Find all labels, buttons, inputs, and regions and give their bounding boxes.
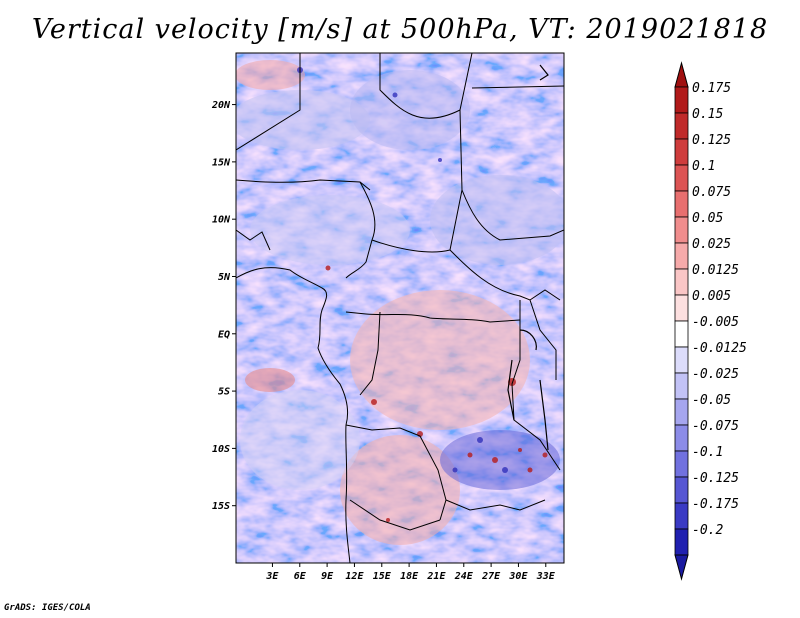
colorbar-label: 0.075: [692, 185, 731, 200]
lon-tick-label: 12E: [345, 571, 364, 582]
lon-tick-label: 3E: [265, 571, 279, 582]
longitude-axis: 3E 6E 9E 12E 15E 18E 21E 24E 27E 30E 33E: [265, 563, 556, 582]
colorbar-label: -0.2: [692, 523, 723, 538]
colorbar-label: -0.1: [692, 445, 723, 460]
colorbar-max-triangle: [674, 61, 689, 88]
colorbar-swatch: [674, 372, 689, 400]
colorbar-label: -0.05: [692, 393, 731, 408]
map-frame: [235, 52, 565, 564]
lat-tick-label: EQ: [218, 329, 230, 340]
colorbar-swatch: [674, 398, 689, 426]
lon-tick-label: 9E: [321, 571, 334, 582]
credit-text: GrADS: IGES/COLA: [4, 603, 91, 613]
lon-tick-label: 27E: [481, 571, 501, 582]
lat-tick-label: 5N: [218, 272, 231, 283]
colorbar-swatch: [674, 424, 689, 452]
vertical-velocity-field: [236, 53, 564, 563]
lon-tick-label: 15E: [373, 571, 392, 582]
colorbar-label: 0.025: [692, 237, 731, 252]
country-borders: [236, 53, 564, 563]
colorbar-label: 0.0125: [692, 263, 739, 278]
colorbar-label: 0.005: [692, 289, 731, 304]
colorbar-label: -0.075: [692, 419, 739, 434]
lat-tick-label: 5S: [218, 387, 230, 398]
lat-tick-label: 15S: [212, 501, 230, 512]
colorbar-swatch: [674, 476, 689, 504]
colorbar-swatch: [674, 346, 689, 374]
colorbar-swatch: [674, 112, 689, 140]
lon-tick-label: 6E: [294, 571, 307, 582]
latitude-axis: 20N 15N 10N 5N EQ 5S 10S 15S: [211, 100, 236, 512]
lon-tick-label: 33E: [536, 571, 556, 582]
lat-tick-label: 20N: [211, 100, 231, 111]
colorbar-swatch: [674, 528, 689, 556]
colorbar-label: 0.125: [692, 133, 731, 148]
colorbar-label: -0.025: [692, 367, 739, 382]
lon-tick-label: 24E: [454, 571, 474, 582]
lon-tick-label: 21E: [426, 571, 446, 582]
colorbar-swatch: [674, 242, 689, 270]
chart-title: Vertical velocity [m/s] at 500hPa, VT: 2…: [31, 14, 769, 45]
colorbar-label: -0.125: [692, 471, 739, 486]
colorbar-label: 0.175: [692, 81, 731, 96]
colorbar-swatch: [674, 190, 689, 218]
colorbar-label: -0.0125: [692, 341, 747, 356]
colorbar-swatch: [674, 268, 689, 296]
colorbar-label: -0.175: [692, 497, 739, 512]
colorbar-swatch: [674, 138, 689, 166]
colorbar-swatch: [674, 320, 689, 348]
colorbar: 0.175 0.15 0.125 0.1 0.075 0.05 0.025 0.0125 0.0…: [674, 61, 747, 581]
colorbar-swatch: [674, 164, 689, 192]
colorbar-swatch: [674, 502, 689, 530]
lon-tick-label: 30E: [508, 571, 528, 582]
colorbar-label: 0.15: [692, 107, 723, 122]
colorbar-label: 0.1: [692, 159, 715, 174]
colorbar-min-triangle: [674, 554, 689, 581]
colorbar-swatch: [674, 294, 689, 322]
lat-tick-label: 10S: [212, 444, 230, 455]
colorbar-swatch: [674, 86, 689, 114]
colorbar-swatch: [674, 216, 689, 244]
lat-tick-label: 10N: [212, 215, 231, 226]
colorbar-label: 0.05: [692, 211, 723, 226]
colorbar-label: -0.005: [692, 315, 739, 330]
lat-tick-label: 15N: [212, 157, 231, 168]
lon-tick-label: 18E: [400, 571, 419, 582]
colorbar-swatch: [674, 450, 689, 478]
